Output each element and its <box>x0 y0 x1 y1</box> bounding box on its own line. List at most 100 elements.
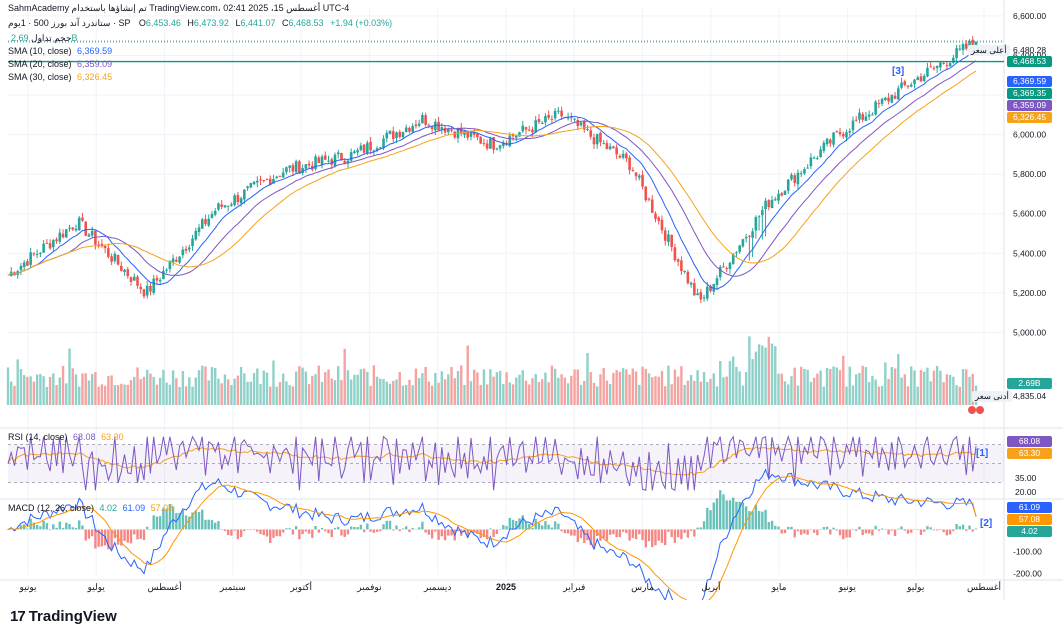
candle-body <box>278 175 282 177</box>
macd-hist-bar <box>968 525 971 530</box>
volume-bar <box>392 380 395 405</box>
candle-body <box>705 286 709 299</box>
candle-body <box>893 95 897 99</box>
candle-body <box>314 156 317 169</box>
volume-bar <box>712 373 715 405</box>
candle-body <box>304 164 308 169</box>
macd-hist-bar <box>958 526 962 530</box>
volume-bar <box>939 370 942 405</box>
volume-bar <box>301 367 304 405</box>
volume-bar <box>667 365 670 405</box>
volume-bar <box>576 369 579 405</box>
candle-body <box>485 143 489 149</box>
candle-body <box>955 48 958 59</box>
volume-bar <box>120 383 123 405</box>
candle-body <box>861 114 864 120</box>
macd-hist-bar <box>702 521 706 530</box>
candle-body <box>641 174 644 187</box>
symbol-title[interactable]: ستاندرد آند بورز 500 · 1يوم · SP <box>8 18 131 28</box>
macd-hist-bar <box>485 529 489 540</box>
volume-bar <box>686 380 690 405</box>
sma10-legend[interactable]: SMA (10, close) 6,369.59 <box>8 46 112 57</box>
macd-hist-bar <box>188 516 191 530</box>
tradingview-logo[interactable]: 17 TradingView <box>10 608 117 625</box>
volume-bar <box>816 373 819 405</box>
macd-hist-bar <box>751 511 754 530</box>
candle-body <box>353 151 356 153</box>
candle-body <box>301 168 304 174</box>
rsi-legend[interactable]: RSI (14, close) 68.08 63.30 <box>8 432 124 443</box>
macd-hist-bar <box>90 529 94 537</box>
candle-body <box>589 130 593 137</box>
volume-bar <box>359 369 363 405</box>
volume-bar <box>877 386 881 405</box>
symbol-line[interactable]: ستاندرد آند بورز 500 · 1يوم · SP O6,453.… <box>8 18 392 29</box>
volume-bar <box>945 374 949 405</box>
volume-bar <box>508 382 512 405</box>
volume-bar <box>748 336 751 405</box>
candle-body <box>508 135 512 147</box>
macd-hist-bar <box>411 527 414 530</box>
price-chart[interactable]: 6,600.006,400.006,200.006,000.005,800.00… <box>0 0 1063 600</box>
candle-body <box>120 265 123 271</box>
candle-body <box>343 160 346 164</box>
volume-bar <box>511 384 515 405</box>
macd-hist-bar <box>291 529 295 535</box>
candle-body <box>871 114 874 116</box>
volume-bar <box>680 366 683 405</box>
macd-hist-bar <box>845 529 848 538</box>
candle-body <box>48 243 52 249</box>
candle-body <box>773 199 777 201</box>
macd-hist-bar <box>78 520 81 530</box>
volume-bar <box>55 385 58 405</box>
macd-hist-bar <box>693 529 696 537</box>
volume-bar <box>867 382 871 405</box>
candle-body <box>61 233 65 238</box>
candle-body <box>385 132 389 139</box>
last-price-box: 6,468.53 <box>1007 56 1052 67</box>
volume-legend-value: 2.69B <box>11 33 78 43</box>
candle-body <box>489 138 492 149</box>
macd-hist-bar <box>45 523 49 530</box>
candle-body <box>362 144 366 153</box>
candle-body <box>942 62 945 64</box>
earnings-dot-icon[interactable] <box>976 406 984 414</box>
volume-bar <box>103 385 107 405</box>
candle-body <box>210 214 214 218</box>
volume-bar <box>489 369 492 405</box>
volume-bar <box>586 352 589 405</box>
macd-hist-bar <box>469 529 473 530</box>
candle-body <box>469 130 473 137</box>
volume-bar <box>725 376 728 405</box>
volume-legend[interactable]: حجم تداول 2.69B <box>8 33 78 44</box>
candle-body <box>586 129 589 131</box>
volume-bar <box>926 367 929 405</box>
volume-bar <box>842 355 845 405</box>
volume-bar <box>353 374 356 405</box>
macd-legend[interactable]: MACD (12, 26, close) 4.02 61.09 57.08 <box>8 503 173 514</box>
macd-hist-bar <box>81 525 84 530</box>
earnings-dot-icon[interactable] <box>968 406 976 414</box>
grid-lines <box>0 0 1063 600</box>
macd-hist-bar <box>230 529 233 536</box>
macd-hist-bar <box>757 511 761 530</box>
volume-bar <box>696 370 699 405</box>
candle-body <box>230 204 233 206</box>
macd-hist-bar <box>68 524 71 530</box>
macd-hist-bar <box>579 529 583 539</box>
candle-body <box>107 248 110 257</box>
volume-bar <box>116 385 120 405</box>
macd-hist-bar <box>259 529 262 534</box>
volume-bar <box>651 377 654 405</box>
candle-body <box>132 276 136 281</box>
sma30-legend[interactable]: SMA (30, close) 6,326.45 <box>8 72 112 83</box>
volume-bar <box>269 386 272 405</box>
sma20-legend[interactable]: SMA (20, close) 6,359.09 <box>8 59 112 70</box>
volume-bar <box>550 365 554 405</box>
candle-body <box>424 115 427 125</box>
volume-bar <box>346 370 350 405</box>
macd-hist-bar <box>84 529 87 541</box>
volume-bar <box>288 384 291 405</box>
volume-bar <box>932 370 936 405</box>
annotation-3: [3] <box>892 66 905 77</box>
